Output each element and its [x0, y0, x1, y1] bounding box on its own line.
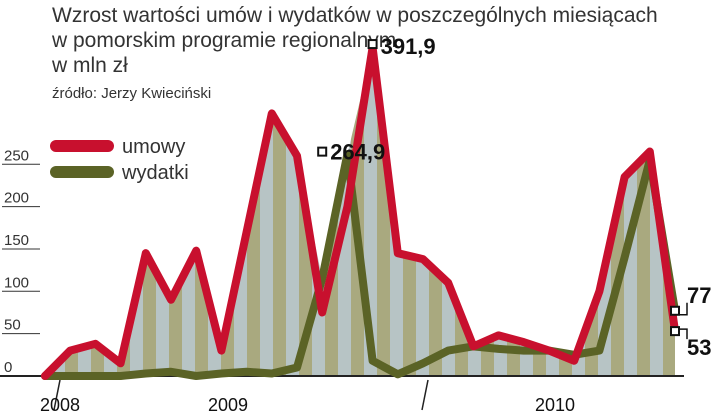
annotation-marker [317, 146, 328, 157]
annotation-marker [670, 326, 680, 337]
annotation-label: 391,9 [381, 34, 436, 59]
y-tick-label: 0 [4, 359, 12, 376]
series-line-umowy [41, 43, 679, 380]
legend-label-umowy: umowy [122, 136, 185, 158]
x-tick-label: 2008 [40, 395, 80, 415]
area-fill [45, 47, 675, 376]
annotation-marker [670, 305, 680, 316]
y-tick-label: 200 [4, 190, 29, 207]
plot-area: 0 50 100 150 200 250 2008 2009 2010 391,9 264,9 7… [0, 34, 711, 415]
x-year-boundary [53, 379, 61, 411]
series-line-wydatki [41, 150, 679, 380]
chart-title: Wzrost wartości umów i wydatków w poszcz… [51, 4, 658, 77]
title-line-2: w pomorskim programie regionalnym [51, 29, 396, 52]
annotation-marker [367, 39, 378, 50]
annotation-leader [679, 328, 688, 340]
y-tick-label: 100 [4, 274, 29, 291]
title-line-1: Wzrost wartości umów i wydatków w poszcz… [52, 4, 658, 27]
x-axis: 2008 2009 2010 [0, 375, 684, 415]
x-tick-label: 2009 [208, 395, 248, 415]
y-tick-label: 50 [4, 317, 21, 334]
x-year-boundary [421, 379, 429, 411]
annotation-label: 53 [687, 335, 711, 360]
annotation-label: 77 [687, 283, 711, 308]
annotation-leader [679, 302, 688, 316]
legend: umowy wydatki [50, 136, 189, 184]
legend-label-wydatki: wydatki [121, 162, 189, 184]
x-tick-label: 2010 [535, 395, 575, 415]
y-tick-label: 150 [4, 232, 29, 249]
annotation-label: 264,9 [330, 140, 385, 165]
title-line-3: w mln zł [51, 54, 128, 77]
y-tick-label: 250 [4, 147, 29, 164]
y-axis: 0 50 100 150 200 250 [2, 147, 40, 377]
source-note: źródło: Jerzy Kwieciński [52, 85, 211, 102]
annotations: 391,9 264,9 77 53 [317, 34, 711, 360]
